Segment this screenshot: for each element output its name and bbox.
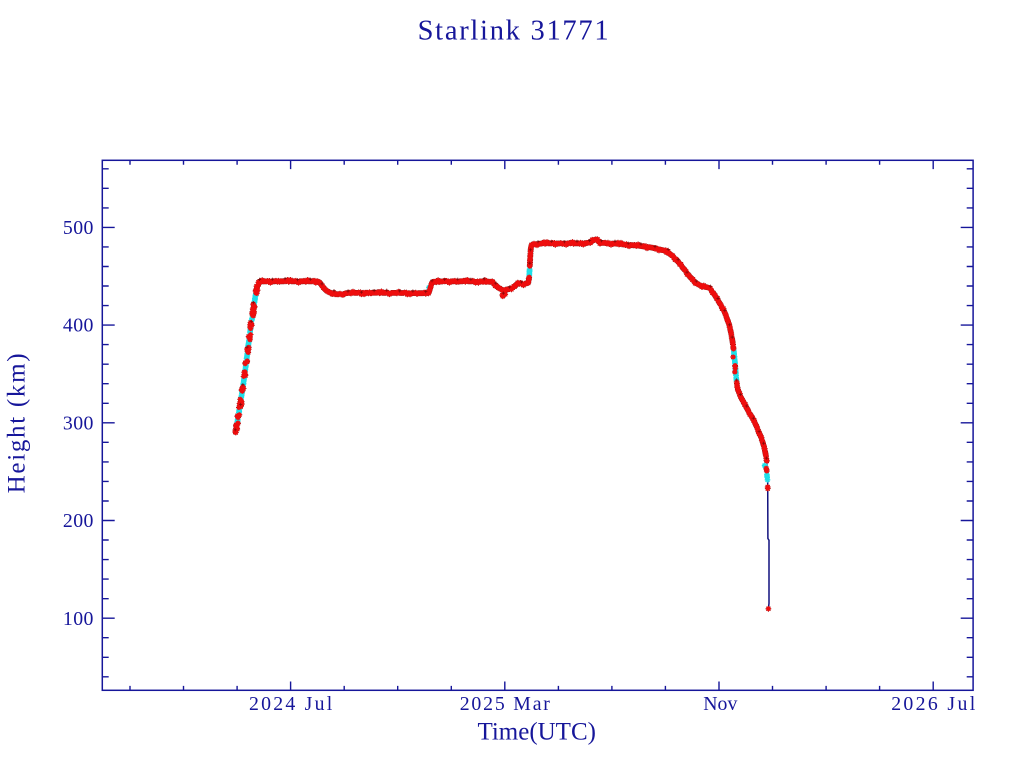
- svg-text:100: 100: [63, 608, 94, 630]
- svg-text:2026 Jul: 2026 Jul: [891, 693, 976, 715]
- svg-text:2025 Mar: 2025 Mar: [460, 693, 551, 715]
- svg-text:200: 200: [63, 510, 94, 532]
- svg-text:400: 400: [63, 315, 94, 337]
- svg-text:300: 300: [63, 412, 94, 434]
- svg-text:Time(UTC): Time(UTC): [477, 718, 596, 745]
- svg-text:2024 Jul: 2024 Jul: [249, 693, 333, 715]
- svg-text:500: 500: [63, 217, 94, 239]
- svg-text:Nov: Nov: [703, 693, 737, 715]
- svg-text:Starlink 31771: Starlink 31771: [418, 16, 609, 47]
- svg-text:Height (km): Height (km): [4, 353, 31, 493]
